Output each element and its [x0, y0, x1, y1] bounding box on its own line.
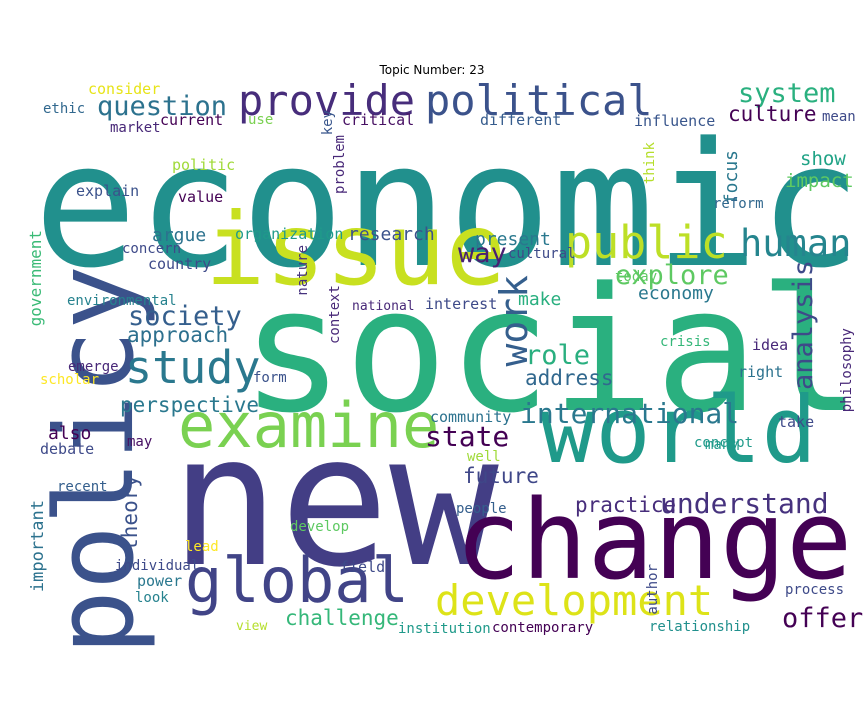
- word-make: make: [518, 289, 562, 310]
- word-role: role: [525, 340, 591, 371]
- word-government: government: [26, 230, 45, 327]
- word-ethic: ethic: [43, 101, 86, 117]
- word-reform: reform: [713, 196, 764, 212]
- word-different: different: [480, 111, 562, 129]
- word-social: social: [240, 250, 862, 451]
- word-examine: examine: [178, 389, 440, 462]
- word-interest: interest: [425, 295, 498, 313]
- word-cloud: economic social new policy issue change world e…: [26, 76, 864, 656]
- word-look: look: [135, 590, 169, 606]
- word-emerge: emerge: [68, 359, 119, 375]
- word-economic: economic: [33, 105, 862, 306]
- word-idea: idea: [752, 336, 789, 354]
- word-environmental: environmental: [67, 293, 177, 309]
- word-take: take: [778, 413, 815, 431]
- word-important: important: [28, 500, 48, 593]
- word-public: public: [565, 216, 728, 269]
- word-many: many: [705, 437, 739, 453]
- word-contemporary: contemporary: [492, 620, 594, 636]
- word-provide: provide: [238, 76, 416, 125]
- word-problem: problem: [332, 135, 348, 195]
- word-political: political: [425, 76, 653, 125]
- word-concept: concept: [694, 435, 754, 451]
- word-perspective: perspective: [120, 393, 260, 417]
- word-crisis: crisis: [660, 334, 711, 350]
- word-offer: offer: [782, 603, 864, 634]
- word-way: way: [458, 238, 507, 269]
- word-individual: individual: [115, 558, 200, 574]
- word-study: study: [125, 341, 261, 394]
- word-institution: institution: [398, 621, 491, 637]
- word-may: may: [127, 434, 153, 450]
- word-debate: debate: [40, 440, 95, 458]
- word-influence: influence: [634, 112, 716, 130]
- word-change: change: [455, 476, 853, 604]
- word-concern: concern: [122, 241, 182, 257]
- word-mean: mean: [822, 109, 856, 125]
- word-relationship: relationship: [649, 619, 751, 635]
- word-question: question: [97, 91, 228, 122]
- word-country: country: [148, 255, 212, 273]
- word-use: use: [248, 112, 274, 128]
- word-system: system: [738, 78, 836, 109]
- word-national: national: [352, 299, 415, 314]
- word-current: current: [160, 111, 224, 129]
- word-culture: culture: [728, 102, 817, 126]
- word-explain: explain: [76, 182, 140, 200]
- word-recent: recent: [57, 479, 108, 495]
- word-global: global: [185, 544, 409, 617]
- word-value: value: [178, 188, 224, 206]
- word-author: author: [645, 564, 661, 615]
- word-right: right: [738, 363, 784, 381]
- word-field: field: [340, 558, 386, 576]
- word-human: human: [740, 222, 852, 265]
- word-challenge: challenge: [285, 606, 399, 630]
- word-community: community: [430, 408, 512, 426]
- word-philosophy: philosophy: [839, 328, 855, 413]
- chart-title: Topic Number: 23: [379, 63, 485, 77]
- word-lead: lead: [185, 539, 219, 555]
- word-critical: critical: [342, 111, 415, 129]
- word-form: form: [253, 370, 287, 386]
- word-practice: practice: [575, 493, 677, 517]
- word-market: market: [110, 120, 161, 136]
- word-understand: understand: [660, 487, 829, 520]
- word-explore: explore: [615, 260, 729, 291]
- word-nature: nature: [295, 245, 311, 296]
- word-argue: argue: [152, 225, 207, 246]
- word-international: international: [520, 397, 740, 430]
- word-people: people: [456, 501, 507, 517]
- word-consider: consider: [88, 80, 161, 98]
- word-world: world: [540, 377, 817, 484]
- word-development: development: [435, 576, 714, 625]
- word-develop: develop: [290, 519, 350, 535]
- word-issue: issue: [205, 191, 507, 308]
- word-address: address: [525, 366, 614, 390]
- word-view: view: [236, 619, 268, 634]
- word-economy: economy: [638, 283, 714, 304]
- word-organization: organization: [235, 225, 344, 243]
- word-context: context: [327, 285, 343, 345]
- word-key: key: [320, 110, 336, 136]
- word-state: state: [425, 420, 510, 453]
- word-politic: politic: [172, 156, 236, 174]
- word-well: well: [467, 449, 501, 465]
- word-research: research: [348, 224, 435, 245]
- word-power: power: [137, 572, 183, 590]
- word-show: show: [800, 148, 846, 170]
- word-today: today: [615, 269, 658, 285]
- word-scholar: scholar: [40, 372, 100, 388]
- word-process: process: [785, 582, 845, 598]
- word-present: present: [475, 229, 551, 250]
- word-future: future: [463, 464, 539, 488]
- word-cultural: cultural: [508, 246, 576, 262]
- word-think: think: [642, 142, 658, 185]
- word-approach: approach: [127, 323, 229, 347]
- word-impact: impact: [785, 170, 854, 192]
- word-theory: theory: [118, 475, 142, 551]
- word-new: new: [170, 395, 499, 607]
- word-also: also: [48, 423, 92, 444]
- word-analysis: analysis: [788, 260, 819, 391]
- word-society: society: [128, 301, 242, 332]
